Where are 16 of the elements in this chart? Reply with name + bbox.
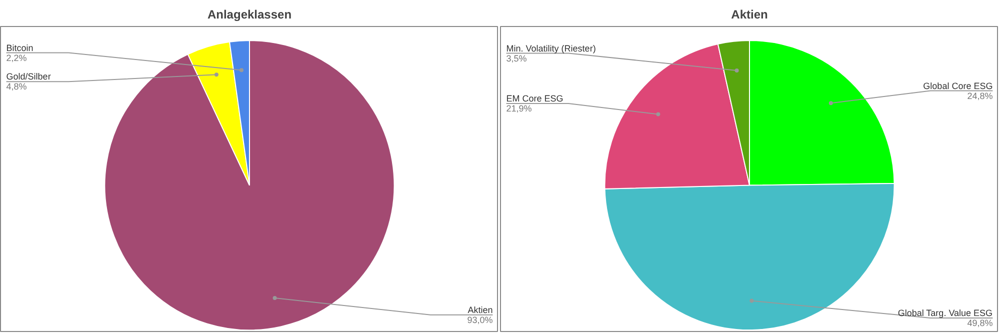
- data-label: 93,0%: [467, 314, 493, 325]
- slice-label: Gold/Silber: [6, 72, 51, 82]
- data-label: 3,5%: [506, 53, 527, 64]
- data-label: 21,9%: [506, 104, 532, 114]
- data-label: 4,8%: [6, 82, 27, 92]
- slice-label: Bitcoin: [6, 42, 34, 53]
- slice-label: Global Core ESG: [923, 80, 993, 91]
- data-label: 49,8%: [967, 318, 993, 328]
- data-label: 24,8%: [967, 90, 993, 101]
- chart-title: Aktien: [731, 8, 768, 22]
- chart-title: Anlageklassen: [207, 8, 292, 22]
- slice-label: Min. Volatility (Riester): [506, 43, 596, 54]
- slice-label: EM Core ESG: [506, 94, 564, 104]
- slice-label: Aktien: [468, 304, 493, 315]
- slice-label: Global Targ. Value ESG: [898, 308, 993, 318]
- data-label: 2,2%: [6, 52, 27, 63]
